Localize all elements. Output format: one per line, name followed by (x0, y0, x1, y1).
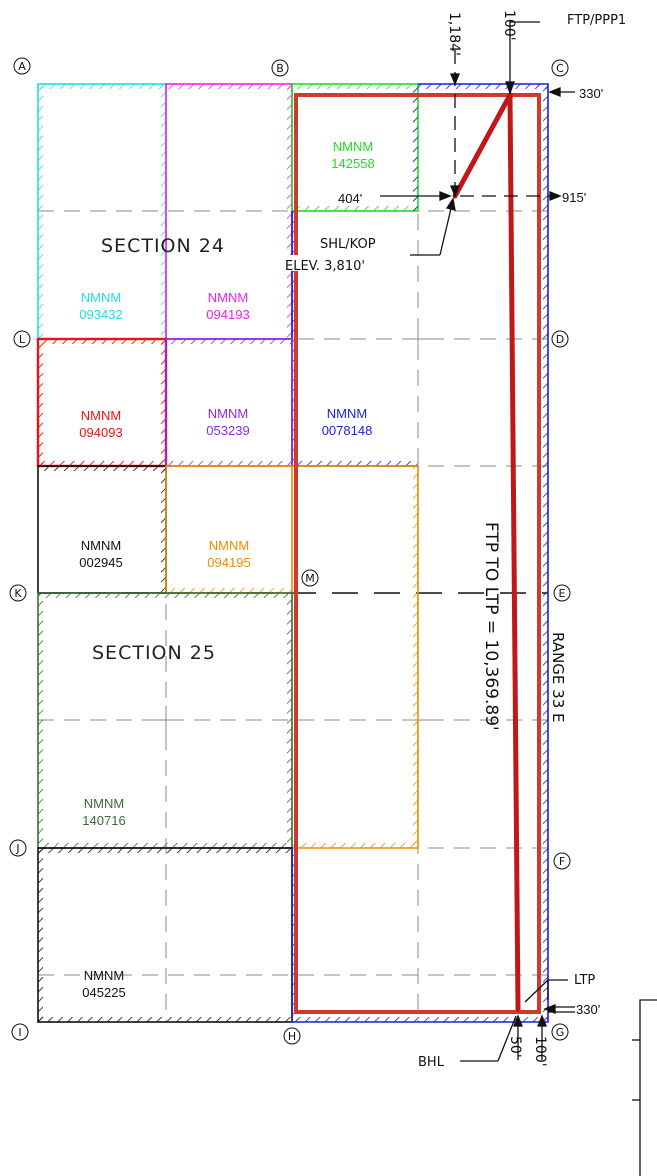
lease-002945-outline (38, 466, 166, 593)
section-25-label: SECTION 25 (92, 642, 216, 664)
dim-915: 915' (562, 190, 586, 205)
bhl-label: BHL (418, 1055, 445, 1070)
lease-label: NMNM 045225 (82, 968, 125, 1000)
shl-kop-label: SHL/KOP (320, 237, 376, 252)
section-24-label: SECTION 24 (101, 235, 225, 257)
corner-k: K (14, 587, 22, 600)
elevation-label: ELEV. 3,810' (285, 259, 365, 274)
lease-label: NMNM 142558 (331, 139, 374, 171)
corner-m: M (305, 572, 315, 585)
dim-50: 50' (507, 1036, 523, 1058)
ftp-to-ltp-label: FTP TO LTP = 10,369.89' (481, 522, 501, 731)
legend-box-fragment (632, 1000, 657, 1176)
lease-label: NMNM 094195 (207, 538, 250, 570)
lease-label: NMNM 140716 (82, 796, 125, 828)
corner-i: I (18, 1026, 21, 1039)
dim-330-top: 330' (579, 86, 603, 101)
dim-100-top: 100' (501, 10, 517, 41)
corner-b: B (276, 62, 284, 75)
lease-053239-outline (166, 339, 292, 466)
corner-e: E (559, 587, 566, 600)
lease-label: NMNM 094093 (79, 408, 122, 440)
ftp-label: FTP/PPP1 (567, 13, 626, 28)
corner-l: L (19, 333, 26, 346)
dim-100-bottom: 100' (532, 1036, 548, 1067)
corner-h: H (288, 1030, 296, 1043)
dim-330-bottom: 330' (576, 1002, 600, 1017)
corner-f: F (559, 855, 565, 868)
dim-1184: 1,184' (446, 12, 462, 56)
lease-label: NMNM 094193 (206, 290, 249, 322)
range-label: RANGE 33 E (549, 632, 567, 723)
corner-d: D (556, 333, 564, 346)
lease-label: NMNM 002945 (79, 538, 122, 570)
lease-label: NMNM 0078148 (322, 406, 373, 438)
lease-0078148-south-outline (292, 593, 548, 1022)
corner-a: A (18, 60, 26, 73)
lease-label: NMNM 053239 (206, 406, 249, 438)
corner-j: J (15, 842, 19, 855)
corner-g: G (556, 1026, 565, 1039)
lease-045225-outline (38, 848, 292, 1022)
lease-094093-outline (38, 339, 166, 466)
ltp-label: LTP (574, 973, 595, 988)
dim-404: 404' (338, 191, 362, 206)
lease-label: NMNM 093432 (79, 290, 122, 322)
corner-c: C (556, 62, 564, 75)
